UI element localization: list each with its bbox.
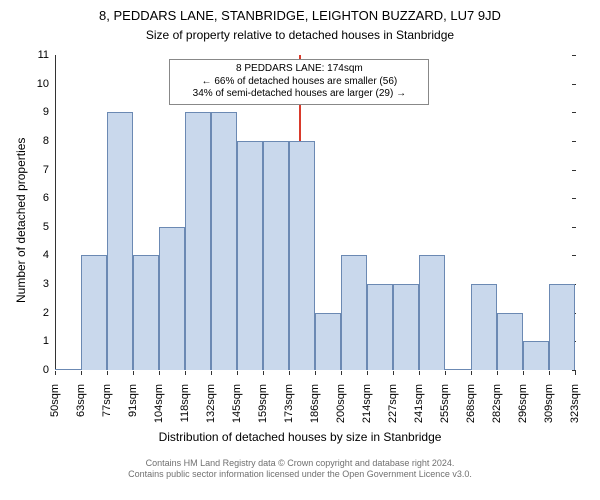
y-tick-label: 6 [21, 192, 49, 204]
x-tick-mark [445, 371, 446, 375]
x-tick-mark [263, 371, 264, 375]
x-tick-mark [341, 371, 342, 375]
annotation-line-2: ← 66% of detached houses are smaller (56… [178, 76, 420, 89]
y-tick-label: 9 [21, 106, 49, 118]
x-tick-mark [523, 371, 524, 375]
histogram-bar [55, 369, 81, 370]
y-tick-mark [572, 141, 576, 142]
histogram-bar [211, 112, 237, 370]
y-tick-mark [572, 198, 576, 199]
histogram-bar [523, 341, 549, 370]
x-tick-mark [497, 371, 498, 375]
x-tick-mark [393, 371, 394, 375]
y-tick-label: 4 [21, 249, 49, 261]
histogram-bar [263, 141, 289, 370]
y-tick-mark [572, 55, 576, 56]
x-tick-mark [81, 371, 82, 375]
histogram-bar [315, 313, 341, 370]
annotation-line-3: 34% of semi-detached houses are larger (… [178, 88, 420, 101]
histogram-bar [185, 112, 211, 370]
y-tick-label: 11 [21, 49, 49, 61]
title-address: 8, PEDDARS LANE, STANBRIDGE, LEIGHTON BU… [0, 8, 600, 23]
x-tick-mark [471, 371, 472, 375]
histogram-bar [341, 255, 367, 370]
x-tick-mark [159, 371, 160, 375]
reference-annotation: 8 PEDDARS LANE: 174sqm ← 66% of detached… [169, 59, 429, 105]
y-tick-label: 7 [21, 164, 49, 176]
y-tick-label: 0 [21, 364, 49, 376]
x-tick-mark [419, 371, 420, 375]
histogram-bar [367, 284, 393, 370]
y-tick-label: 1 [21, 335, 49, 347]
histogram-bar [289, 141, 315, 370]
x-tick-mark [107, 371, 108, 375]
x-tick-mark [367, 371, 368, 375]
y-tick-label: 10 [21, 78, 49, 90]
histogram-bar [81, 255, 107, 370]
x-tick-mark [315, 371, 316, 375]
histogram-bar [237, 141, 263, 370]
x-tick-mark [185, 371, 186, 375]
y-tick-label: 2 [21, 307, 49, 319]
histogram-bar [549, 284, 575, 370]
y-tick-mark [572, 170, 576, 171]
x-tick-mark [237, 371, 238, 375]
x-tick-mark [55, 371, 56, 375]
histogram-bar [159, 227, 185, 370]
plot-area: 8 PEDDARS LANE: 174sqm ← 66% of detached… [55, 55, 575, 370]
x-tick-mark [289, 371, 290, 375]
title-subtitle: Size of property relative to detached ho… [0, 28, 600, 42]
x-tick-mark [211, 371, 212, 375]
x-tick-mark [575, 371, 576, 375]
y-tick-label: 8 [21, 135, 49, 147]
y-tick-mark [572, 112, 576, 113]
y-tick-label: 3 [21, 278, 49, 290]
histogram-bar [471, 284, 497, 370]
chart-container: 8, PEDDARS LANE, STANBRIDGE, LEIGHTON BU… [0, 0, 600, 500]
histogram-bar [393, 284, 419, 370]
histogram-bar [419, 255, 445, 370]
x-tick-mark [549, 371, 550, 375]
histogram-bar [445, 369, 471, 370]
histogram-bar [133, 255, 159, 370]
y-tick-mark [572, 255, 576, 256]
histogram-bar [497, 313, 523, 370]
histogram-bar [107, 112, 133, 370]
y-tick-mark [572, 227, 576, 228]
annotation-line-1: 8 PEDDARS LANE: 174sqm [178, 63, 420, 76]
attribution-text: Contains HM Land Registry data © Crown c… [0, 458, 600, 480]
y-axis-line [55, 55, 56, 370]
y-tick-mark [572, 84, 576, 85]
y-tick-label: 5 [21, 221, 49, 233]
x-axis-label: Distribution of detached houses by size … [0, 430, 600, 444]
x-tick-mark [133, 371, 134, 375]
